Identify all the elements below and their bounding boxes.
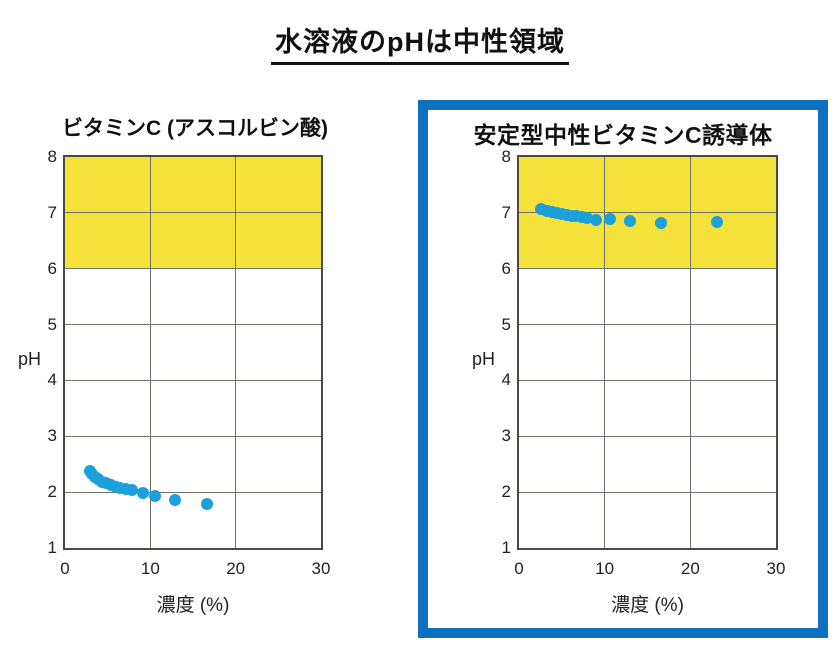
right-chart-title: 安定型中性ビタミンC誘導体 [473, 122, 773, 148]
h-gridline [65, 435, 321, 437]
data-point [126, 484, 139, 497]
data-point [148, 490, 161, 503]
x-tick-label: 30 [311, 559, 331, 578]
right-chart-plot: pH 1 2 3 4 5 6 7 8 0 10 20 30 [472, 147, 785, 578]
v-gridline [604, 157, 606, 548]
right-x-axis-label: 濃度 (%) [611, 595, 684, 616]
h-gridline [65, 491, 321, 493]
right-chart-panel-highlight-box: 安定型中性ビタミンC誘導体 pH 1 2 3 4 5 6 7 8 0 10 20 30 濃度 (%) [418, 100, 828, 638]
y-tick-label: 2 [47, 482, 57, 502]
y-tick-label: 2 [501, 482, 511, 502]
x-tick-label: 20 [680, 559, 700, 578]
data-point [710, 215, 723, 228]
h-gridline [519, 212, 776, 214]
left-x-axis-label: 濃度 (%) [156, 595, 230, 616]
y-tick-label: 1 [501, 538, 511, 557]
v-gridline [235, 157, 237, 548]
y-tick-label: 8 [47, 147, 57, 166]
y-tick-label: 8 [501, 147, 511, 166]
data-point [624, 214, 637, 227]
h-gridline [65, 324, 321, 326]
y-tick-label: 5 [47, 314, 57, 334]
h-gridline [65, 212, 321, 214]
y-tick-label: 7 [501, 202, 511, 222]
page-title: 水溶液のpHは中性領域 [271, 20, 569, 65]
data-point [200, 497, 213, 510]
y-tick-label: 5 [501, 314, 511, 334]
data-point [655, 216, 668, 229]
left-chart-plot: pH 1 2 3 4 5 6 7 8 0 10 20 30 [18, 147, 330, 578]
data-point [603, 213, 616, 225]
y-tick-label: 7 [47, 202, 57, 222]
left-chart-title: ビタミンC (アスコルビン酸) [62, 117, 328, 140]
h-gridline [519, 435, 776, 437]
y-tick-label: 1 [47, 538, 57, 557]
data-point [169, 493, 182, 506]
x-tick-label: 0 [60, 559, 70, 578]
y-tick-label: 4 [47, 370, 57, 390]
h-gridline [65, 268, 321, 270]
data-point [136, 487, 149, 500]
y-tick-label: 6 [501, 258, 511, 278]
x-tick-label: 0 [514, 559, 524, 578]
left-y-axis-label: pH [18, 349, 42, 369]
h-gridline [519, 379, 776, 381]
x-tick-label: 30 [766, 559, 786, 578]
right-y-axis-label: pH [472, 349, 496, 369]
y-tick-label: 3 [47, 426, 57, 446]
main-title-wrap: 水溶液のpHは中性領域 [0, 20, 840, 65]
data-point [580, 211, 593, 224]
y-tick-label: 6 [47, 258, 57, 278]
h-gridline [519, 268, 776, 270]
x-tick-label: 20 [226, 559, 246, 578]
h-gridline [519, 491, 776, 493]
x-tick-label: 10 [140, 559, 160, 578]
v-gridline [149, 157, 151, 548]
h-gridline [65, 379, 321, 381]
y-tick-label: 3 [501, 426, 511, 446]
v-gridline [689, 157, 691, 548]
x-tick-label: 10 [595, 559, 615, 578]
data-point [590, 213, 603, 226]
y-tick-label: 4 [501, 370, 511, 390]
left-chart-panel: ビタミンC (アスコルビン酸) pH 1 2 3 4 5 6 7 8 0 10 20 30 濃度 (%… [0, 100, 400, 645]
h-gridline [519, 324, 776, 326]
